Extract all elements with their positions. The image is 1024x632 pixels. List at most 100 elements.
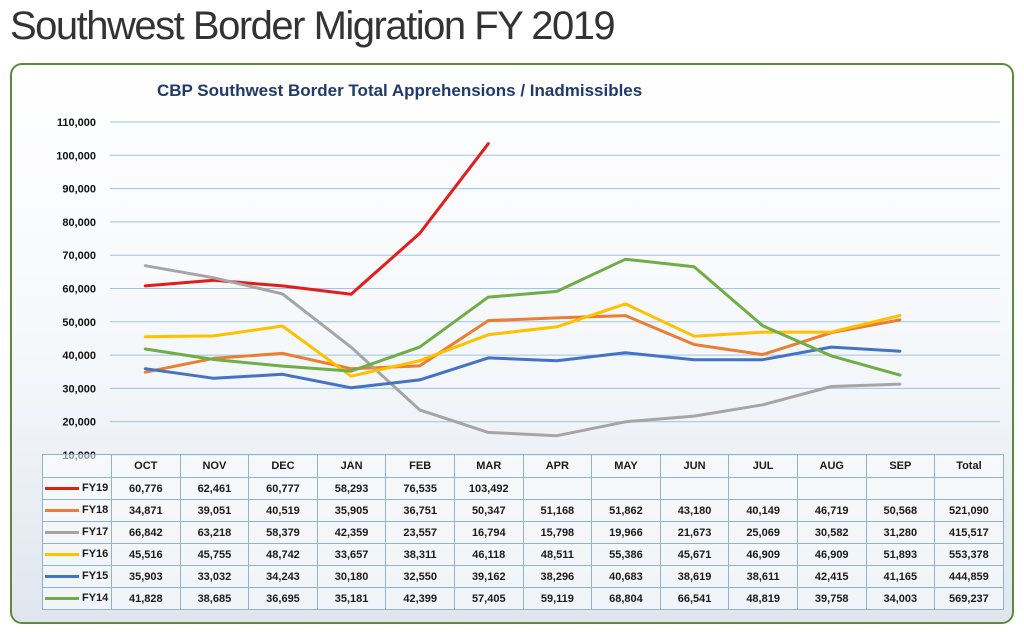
legend-swatch [45, 575, 79, 579]
data-label: 21,673 [659, 521, 730, 544]
data-label: 16,794 [453, 521, 524, 544]
chart-panel: 10,00020,00030,00040,00050,00060,00070,0… [10, 63, 1014, 624]
data-label: 103,492 [453, 477, 524, 500]
data-label: 51,862 [591, 499, 661, 522]
data-label: 46,118 [453, 543, 524, 566]
data-label: 46,909 [728, 543, 798, 566]
x-category-label: AUG [796, 454, 867, 478]
data-label: 46,719 [796, 499, 867, 522]
table-header-row: OCT NOV DEC JAN FEB MAR APR MAY JUN JUL AUG SEP Tota… [42, 454, 1004, 478]
data-label: 45,516 [111, 543, 181, 566]
data-label: 34,243 [248, 565, 318, 588]
data-label: 36,751 [385, 499, 455, 522]
data-label: 35,905 [316, 499, 387, 522]
data-label: 42,415 [796, 565, 867, 588]
y-tick-label: 80,000 [62, 217, 96, 229]
x-category-label: MAR [453, 454, 524, 478]
data-label: 40,149 [728, 499, 798, 522]
chart-title: CBP Southwest Border Total Apprehensions… [157, 81, 643, 100]
data-label: 42,399 [385, 587, 455, 610]
legend-label: FY14 [82, 592, 109, 605]
data-label: 48,819 [728, 587, 798, 610]
data-label: 66,842 [111, 521, 181, 544]
table-row: FY15 35,903 33,032 34,243 30,180 32,550 39,162… [42, 565, 1004, 588]
data-label: 66,541 [659, 587, 730, 610]
series-line-fy18 [143, 314, 902, 374]
data-label: 55,386 [591, 543, 661, 566]
data-label: 60,776 [111, 477, 181, 500]
series-total: 569,237 [934, 587, 1004, 610]
data-label [591, 477, 661, 500]
legend-entry: FY15 [42, 565, 112, 588]
data-label: 30,180 [316, 565, 387, 588]
legend-label: FY15 [82, 570, 109, 583]
data-label: 33,657 [316, 543, 387, 566]
series-line-fy15 [143, 345, 902, 390]
series-line-fy17 [143, 264, 902, 438]
legend-entry: FY18 [42, 499, 112, 522]
data-label: 41,828 [111, 587, 181, 610]
data-label [865, 477, 936, 500]
x-category-label: JAN [316, 454, 387, 478]
data-label: 68,804 [591, 587, 661, 610]
data-table: OCT NOV DEC JAN FEB MAR APR MAY JUN JUL AUG SEP Tota… [42, 454, 1004, 610]
data-label: 40,683 [591, 565, 661, 588]
data-label [796, 477, 867, 500]
table-row: FY17 66,842 63,218 58,379 42,359 23,557 16,794… [42, 521, 1004, 544]
series-total: 415,517 [934, 521, 1004, 544]
data-label: 19,966 [591, 521, 661, 544]
legend-label: FY17 [82, 526, 109, 539]
data-label: 76,535 [385, 477, 455, 500]
data-label: 40,519 [248, 499, 318, 522]
x-category-label: FEB [385, 454, 455, 478]
x-category-label: NOV [179, 454, 250, 478]
data-label [728, 477, 798, 500]
table-row: FY16 45,516 45,755 48,742 33,657 38,311 46,118… [42, 543, 1004, 566]
legend-swatch [45, 597, 79, 601]
series-line-fy14 [143, 257, 902, 377]
y-tick-label: 90,000 [62, 184, 96, 196]
x-category-label: SEP [865, 454, 936, 478]
y-tick-label: 110,000 [57, 117, 96, 129]
data-label: 38,619 [659, 565, 730, 588]
data-label: 42,359 [316, 521, 387, 544]
x-category-label: MAY [591, 454, 661, 478]
data-label: 38,611 [728, 565, 798, 588]
legend-entry: FY14 [42, 587, 112, 610]
y-tick-label: 30,000 [62, 383, 96, 395]
legend-swatch [45, 487, 79, 491]
data-label: 48,742 [248, 543, 318, 566]
series-line-fy19 [143, 142, 490, 296]
data-label: 35,903 [111, 565, 181, 588]
legend-label: FY19 [82, 482, 109, 495]
legend-swatch [45, 553, 79, 557]
chart-plot: 10,00020,00030,00040,00050,00060,00070,0… [56, 117, 1000, 462]
series-total: 521,090 [934, 499, 1004, 522]
total-header: Total [934, 454, 1004, 478]
data-label: 63,218 [179, 521, 250, 544]
x-category-label: OCT [111, 454, 181, 478]
data-label: 39,162 [453, 565, 524, 588]
legend-swatch [45, 509, 79, 513]
data-label: 43,180 [659, 499, 730, 522]
data-label: 51,168 [522, 499, 593, 522]
y-tick-label: 20,000 [62, 417, 96, 429]
data-label: 45,755 [179, 543, 250, 566]
series-total: 553,378 [934, 543, 1004, 566]
data-label [659, 477, 730, 500]
x-category-label: JUL [728, 454, 798, 478]
data-label [522, 477, 593, 500]
series-total: 444,859 [934, 565, 1004, 588]
data-label: 50,568 [865, 499, 936, 522]
data-label: 25,069 [728, 521, 798, 544]
series-total [934, 477, 1004, 500]
data-label: 58,379 [248, 521, 318, 544]
legend-entry: FY16 [42, 543, 112, 566]
legend-label: FY18 [82, 504, 109, 517]
data-label: 45,671 [659, 543, 730, 566]
data-label: 23,557 [385, 521, 455, 544]
data-label: 50,347 [453, 499, 524, 522]
y-tick-label: 40,000 [62, 350, 96, 362]
data-label: 15,798 [522, 521, 593, 544]
data-label: 58,293 [316, 477, 387, 500]
